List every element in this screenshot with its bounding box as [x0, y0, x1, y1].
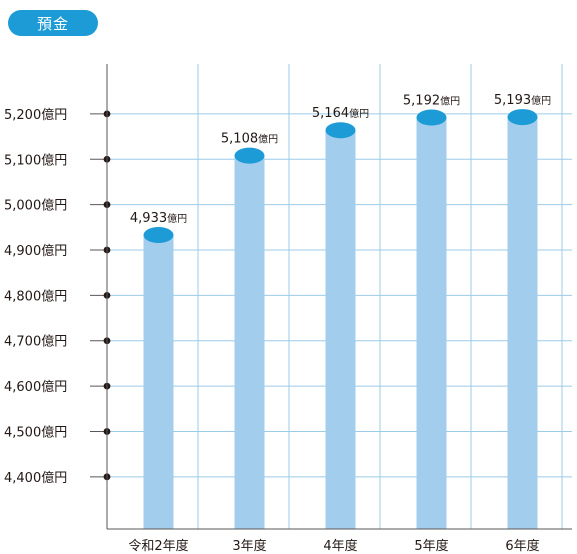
- x-tick-label: 令和2年度: [128, 538, 188, 554]
- bar: [416, 117, 447, 529]
- y-tick-label: 5,000億円: [4, 198, 67, 214]
- section-badge-label: 預金: [36, 14, 69, 33]
- data-label: 5,164億円: [312, 106, 369, 121]
- data-label: 4,933億円: [130, 211, 187, 226]
- data-label: 5,193億円: [494, 93, 551, 108]
- data-label: 5,192億円: [403, 94, 460, 109]
- labels-layer: 4,400億円 4,500億円 4,600億円 4,700億円 4,800億円 4,900…: [4, 93, 551, 554]
- bar-cap: [325, 122, 356, 139]
- y-tick-label: 5,100億円: [4, 152, 67, 168]
- x-tick-label: 6年度: [505, 538, 539, 554]
- x-tick-label: 4年度: [323, 538, 357, 554]
- bars-layer: [143, 109, 538, 530]
- y-tick-label: 4,400億円: [4, 470, 67, 486]
- axis-layer: [90, 64, 572, 530]
- bar-cap: [416, 109, 447, 126]
- bar-cap: [507, 109, 538, 126]
- section-badge: 預金: [8, 10, 98, 36]
- bar-cap: [234, 147, 265, 164]
- y-tick-label: 4,900億円: [4, 243, 67, 259]
- y-tick-label: 5,200億円: [4, 107, 67, 123]
- y-tick-label: 4,800億円: [4, 288, 67, 304]
- y-tick-label: 4,500億円: [4, 424, 67, 440]
- data-label: 5,108億円: [221, 132, 278, 147]
- x-tick-label: 3年度: [232, 538, 266, 554]
- y-tick-label: 4,600億円: [4, 379, 67, 395]
- bar: [143, 235, 174, 529]
- bar: [507, 117, 538, 529]
- bar-cap: [143, 227, 174, 244]
- x-tick-label: 5年度: [414, 538, 448, 554]
- y-tick-label: 4,700億円: [4, 334, 67, 350]
- bar: [325, 130, 356, 530]
- bar: [234, 155, 265, 529]
